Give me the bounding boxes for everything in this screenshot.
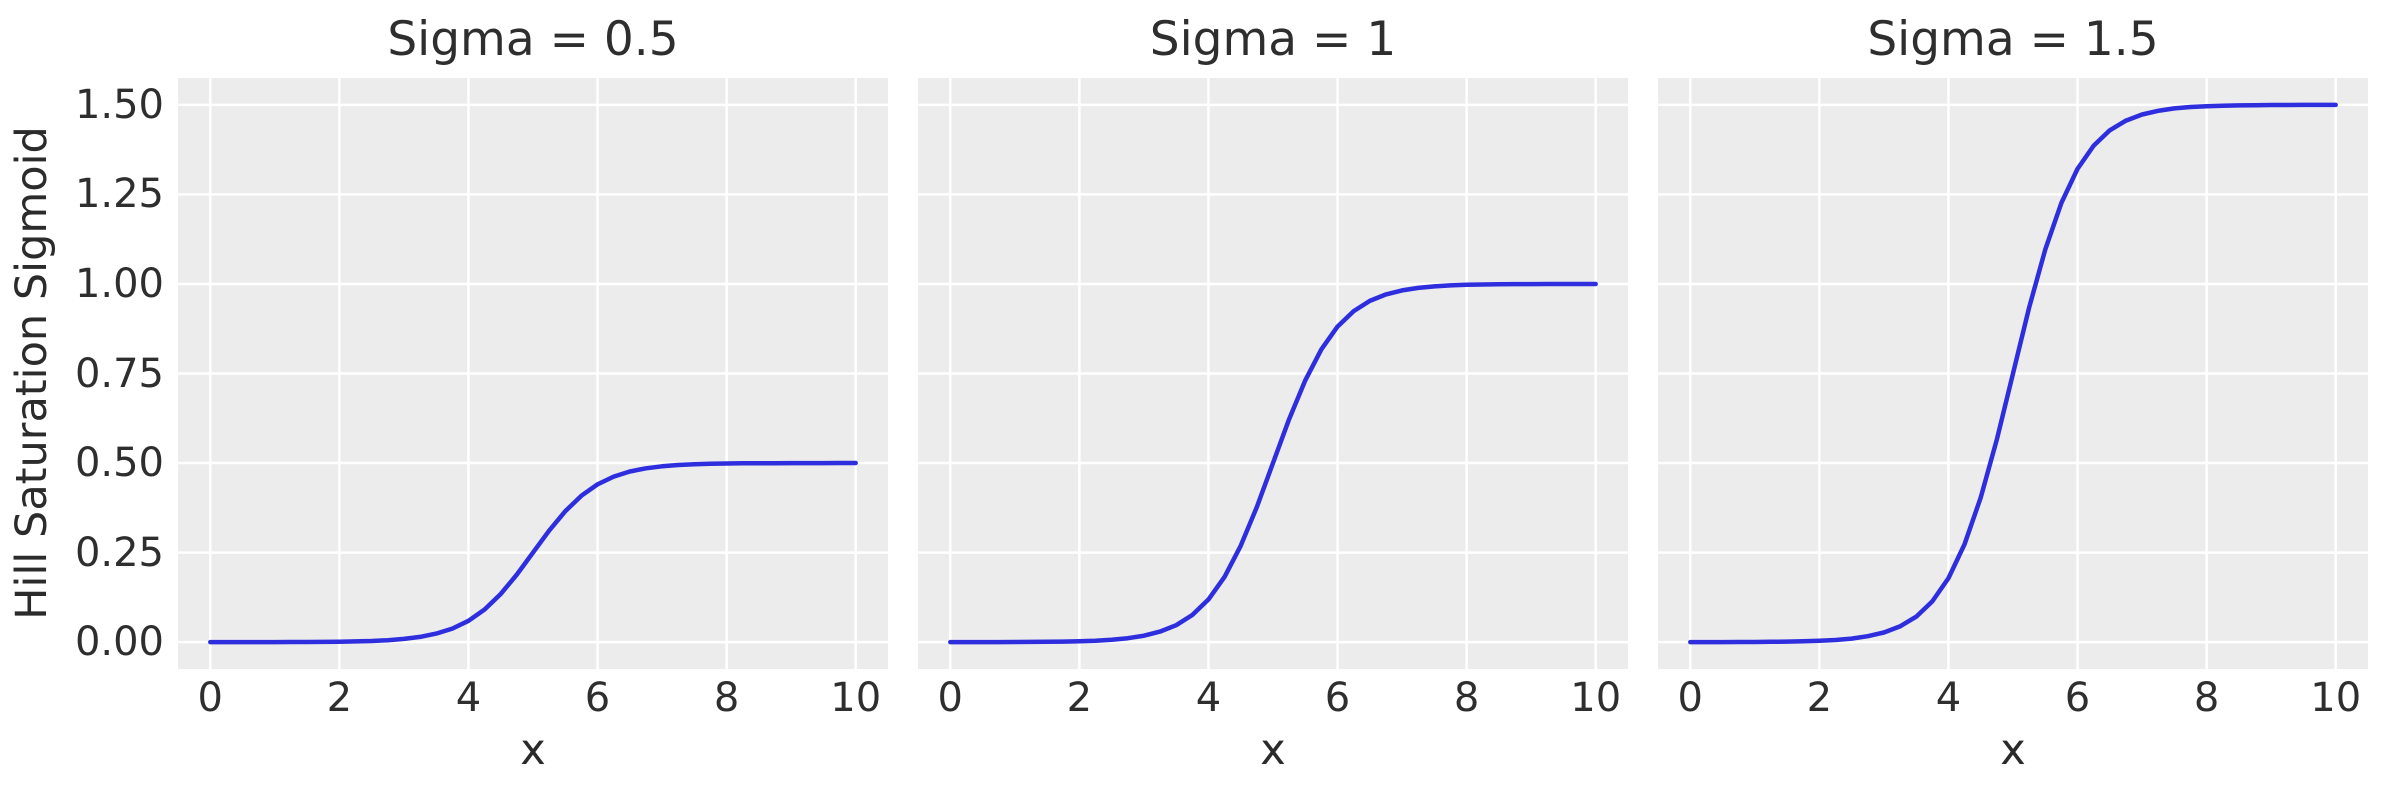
x-tick-label: 10 xyxy=(2310,675,2362,721)
x-tick-label: 6 xyxy=(1324,675,1351,721)
x-tick-label: 0 xyxy=(937,675,963,721)
x-tick-label: 6 xyxy=(584,675,611,721)
subplot-3-x-axis-label: x xyxy=(2000,725,2026,775)
x-tick-label: 0 xyxy=(197,675,223,721)
y-tick-label: 1.50 xyxy=(74,81,164,128)
subplot-2-title: Sigma = 1 xyxy=(1149,12,1397,67)
x-tick-label: 4 xyxy=(455,675,482,721)
subplot-3-plot-area xyxy=(1658,78,2368,669)
subplot-3: Sigma = 1.5 x 0 2 4 6 8 10 xyxy=(1658,12,2368,800)
y-tick-label: 1.25 xyxy=(74,171,164,218)
subplot-1-plot-area xyxy=(178,78,888,669)
subplot-1-title: Sigma = 0.5 xyxy=(387,12,679,67)
y-tick-label: 0.50 xyxy=(74,440,164,487)
subplot-2: Sigma = 1 x 0 2 4 6 8 10 xyxy=(918,12,1628,800)
x-tick-label: 8 xyxy=(2193,675,2220,721)
x-tick-label: 8 xyxy=(1453,675,1480,721)
subplot-1-x-axis-label: x xyxy=(520,725,546,775)
x-tick-label: 6 xyxy=(2064,675,2091,721)
sigmoid-curve xyxy=(948,281,1598,645)
x-tick-label: 10 xyxy=(1570,675,1622,721)
x-tick-label: 2 xyxy=(326,675,353,721)
x-tick-label: 4 xyxy=(1935,675,1962,721)
subplot-2-plot-area xyxy=(918,78,1628,669)
y-axis-label: Hill Saturation Sigmoid xyxy=(7,126,57,620)
sigmoid-curve xyxy=(1688,102,2338,645)
subplot-1: Sigma = 0.5 x 0 2 4 6 8 10 0.00 0.25 0.50 0.75 1.0… xyxy=(75,12,888,800)
x-tick-label: 8 xyxy=(713,675,740,721)
y-tick-label: 0.25 xyxy=(74,529,164,576)
x-tick-label: 10 xyxy=(830,675,882,721)
sigmoid-curve xyxy=(208,460,858,645)
x-tick-label: 2 xyxy=(1066,675,1093,721)
subplot-3-title: Sigma = 1.5 xyxy=(1867,12,2159,67)
x-tick-label: 0 xyxy=(1677,675,1703,721)
y-tick-label: 0.75 xyxy=(74,350,164,397)
y-tick-label: 1.00 xyxy=(74,260,164,307)
subplot-2-x-axis-label: x xyxy=(1260,725,1286,775)
x-tick-label: 4 xyxy=(1195,675,1222,721)
y-tick-label: 0.00 xyxy=(74,619,164,666)
x-tick-label: 2 xyxy=(1806,675,1833,721)
